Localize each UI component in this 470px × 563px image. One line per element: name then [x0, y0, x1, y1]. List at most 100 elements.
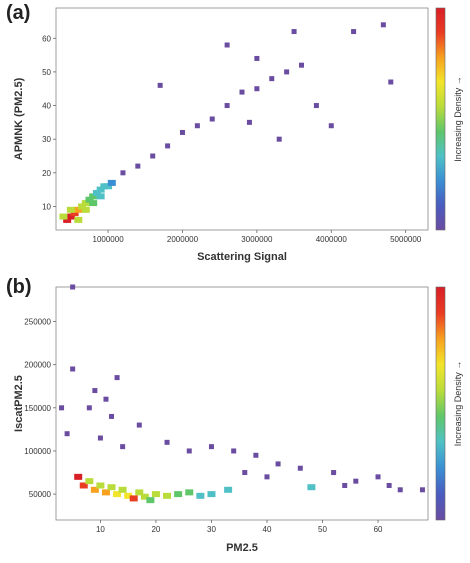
- data-cell-b: [120, 444, 126, 450]
- colorbar-a: [435, 7, 446, 231]
- data-cell-a: [78, 203, 87, 210]
- data-cell-a: [81, 206, 90, 213]
- data-cell-b: [353, 478, 359, 484]
- data-cell-a: [59, 213, 68, 220]
- y-tick-label-a: 40: [42, 102, 51, 111]
- data-cell-a: [269, 76, 275, 82]
- data-cell-b: [342, 482, 348, 488]
- data-cell-a: [299, 62, 305, 68]
- data-cell-b: [135, 489, 144, 496]
- data-cell-b: [59, 405, 65, 411]
- y-tick-label-a: 60: [42, 34, 51, 43]
- x-tick-label-b: 50: [318, 525, 327, 534]
- data-cell-a: [246, 119, 252, 125]
- plot-area-a: [55, 7, 429, 231]
- data-cell-b: [185, 489, 194, 496]
- data-cell-b: [86, 405, 92, 411]
- data-cell-b: [107, 484, 116, 491]
- data-cell-a: [276, 136, 282, 142]
- y-tick-label-b: 200000: [24, 361, 51, 370]
- data-cell-a: [74, 206, 83, 213]
- data-cell-a: [313, 103, 319, 109]
- x-tick-label-b: 10: [96, 525, 105, 534]
- data-cell-b: [242, 470, 248, 476]
- data-cell-b: [103, 396, 109, 402]
- data-cell-b: [140, 493, 149, 500]
- data-cell-a: [388, 79, 394, 85]
- data-cell-a: [239, 89, 245, 95]
- data-cell-a: [224, 42, 230, 48]
- data-cell-a: [224, 103, 230, 109]
- data-cell-a: [89, 200, 98, 207]
- x-tick-label-a: 3000000: [241, 235, 273, 244]
- data-cell-b: [386, 482, 392, 488]
- plot-area-b: [55, 286, 429, 521]
- y-tick-label-a: 50: [42, 68, 51, 77]
- data-cell-b: [114, 375, 120, 381]
- data-cell-a: [284, 69, 290, 75]
- x-tick-label-b: 40: [263, 525, 272, 534]
- data-cell-b: [208, 444, 214, 450]
- data-cell-b: [74, 473, 83, 480]
- y-tick-label-b: 100000: [24, 447, 51, 456]
- data-cell-a: [74, 216, 83, 223]
- data-cell-b: [79, 482, 88, 489]
- data-cell-a: [194, 123, 200, 129]
- data-cell-a: [63, 216, 72, 223]
- data-cell-b: [275, 461, 281, 467]
- data-cell-b: [375, 474, 381, 480]
- colorbar-label-b: Increasing Density →: [453, 361, 463, 447]
- data-cell-b: [151, 491, 160, 498]
- data-cell-a: [70, 210, 79, 217]
- data-cell-b: [196, 492, 205, 499]
- data-cell-a: [157, 82, 163, 88]
- panel-label-a: (a): [6, 2, 31, 24]
- data-cell-a: [104, 183, 113, 190]
- x-tick-label-b: 20: [151, 525, 160, 534]
- data-cell-b: [264, 474, 270, 480]
- x-axis-title-a: Scattering Signal: [197, 251, 287, 263]
- data-cell-b: [163, 492, 172, 499]
- colorbar-label-a: Increasing Density →: [453, 76, 463, 162]
- data-cell-a: [380, 22, 386, 28]
- data-cell-b: [186, 448, 192, 454]
- data-cell-a: [254, 86, 260, 92]
- data-cell-a: [150, 153, 156, 159]
- y-tick-label-b: 150000: [24, 404, 51, 413]
- data-cell-b: [85, 478, 94, 485]
- data-cell-b: [331, 470, 337, 476]
- data-cell-a: [135, 163, 141, 169]
- data-cell-b: [90, 486, 99, 493]
- y-axis-title-b: IscatPM2.5: [13, 375, 25, 432]
- data-cell-b: [70, 284, 76, 290]
- y-tick-label-a: 20: [42, 169, 51, 178]
- x-tick-label-b: 60: [374, 525, 383, 534]
- data-cell-b: [207, 491, 216, 498]
- data-cell-a: [120, 170, 126, 176]
- data-cell-b: [146, 497, 155, 504]
- data-cell-b: [64, 431, 70, 437]
- x-tick-label-b: 30: [207, 525, 216, 534]
- data-cell-b: [101, 489, 110, 496]
- x-axis-title-b: PM2.5: [226, 542, 258, 554]
- data-cell-a: [328, 123, 334, 129]
- data-cell-b: [97, 435, 103, 441]
- colorbar-b: [435, 286, 446, 521]
- data-cell-a: [96, 193, 105, 200]
- data-cell-b: [129, 495, 138, 502]
- data-cell-a: [81, 200, 90, 207]
- data-cell-b: [231, 448, 237, 454]
- y-tick-label-a: 30: [42, 135, 51, 144]
- data-cell-a: [92, 190, 101, 196]
- x-tick-label-a: 2000000: [167, 235, 199, 244]
- data-cell-b: [92, 388, 98, 394]
- data-cell-a: [165, 143, 171, 149]
- x-tick-label-a: 1000000: [93, 235, 125, 244]
- data-cell-b: [164, 439, 170, 445]
- data-cell-b: [419, 487, 425, 493]
- y-axis-title-a: APMNK (PM2.5): [13, 77, 25, 160]
- data-cell-b: [297, 465, 303, 471]
- data-cell-a: [351, 29, 357, 35]
- x-tick-label-a: 5000000: [390, 235, 422, 244]
